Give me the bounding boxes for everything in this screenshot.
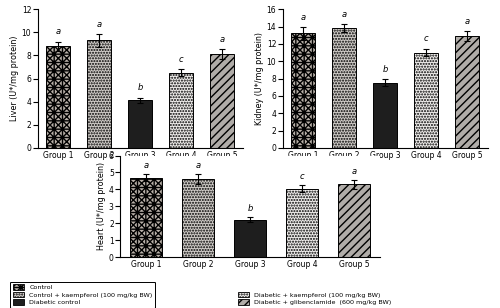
Y-axis label: Heart (U*/mg protein): Heart (U*/mg protein) bbox=[97, 162, 106, 250]
Text: b: b bbox=[248, 204, 252, 213]
Bar bbox=[182, 179, 214, 257]
Y-axis label: Liver (U*/mg protein): Liver (U*/mg protein) bbox=[10, 36, 19, 121]
Bar bbox=[210, 54, 234, 148]
Text: a: a bbox=[300, 13, 306, 22]
Text: b: b bbox=[138, 83, 142, 92]
Text: a: a bbox=[352, 167, 356, 176]
Bar bbox=[130, 177, 162, 257]
Text: a: a bbox=[464, 17, 469, 26]
Bar bbox=[414, 53, 438, 148]
Text: a: a bbox=[196, 161, 200, 170]
Bar bbox=[128, 100, 152, 148]
Bar bbox=[168, 73, 194, 148]
Bar bbox=[234, 220, 266, 257]
Text: a: a bbox=[342, 10, 346, 19]
Bar bbox=[46, 46, 70, 148]
Text: c: c bbox=[300, 172, 304, 181]
Text: a: a bbox=[56, 27, 60, 36]
Bar bbox=[338, 184, 370, 257]
Legend: Control, Control + kaempferol (100 mg/kg BW), Diabetic control: Control, Control + kaempferol (100 mg/kg… bbox=[10, 282, 155, 308]
Text: a: a bbox=[96, 19, 102, 29]
Bar bbox=[454, 36, 479, 148]
Text: a: a bbox=[144, 161, 148, 170]
Text: c: c bbox=[424, 34, 428, 43]
Bar bbox=[286, 188, 318, 257]
Bar bbox=[86, 40, 112, 148]
Text: b: b bbox=[382, 65, 388, 74]
Bar bbox=[290, 34, 316, 148]
Legend: Diabetic + kaempferol (100 mg/kg BW), Diabetic + glibenclamide  (600 mg/kg BW): Diabetic + kaempferol (100 mg/kg BW), Di… bbox=[235, 289, 394, 308]
Y-axis label: Kidney (U*/mg protein): Kidney (U*/mg protein) bbox=[255, 32, 264, 125]
Bar bbox=[332, 28, 356, 148]
Text: a: a bbox=[220, 34, 224, 43]
Text: c: c bbox=[178, 55, 184, 64]
Bar bbox=[372, 83, 398, 148]
